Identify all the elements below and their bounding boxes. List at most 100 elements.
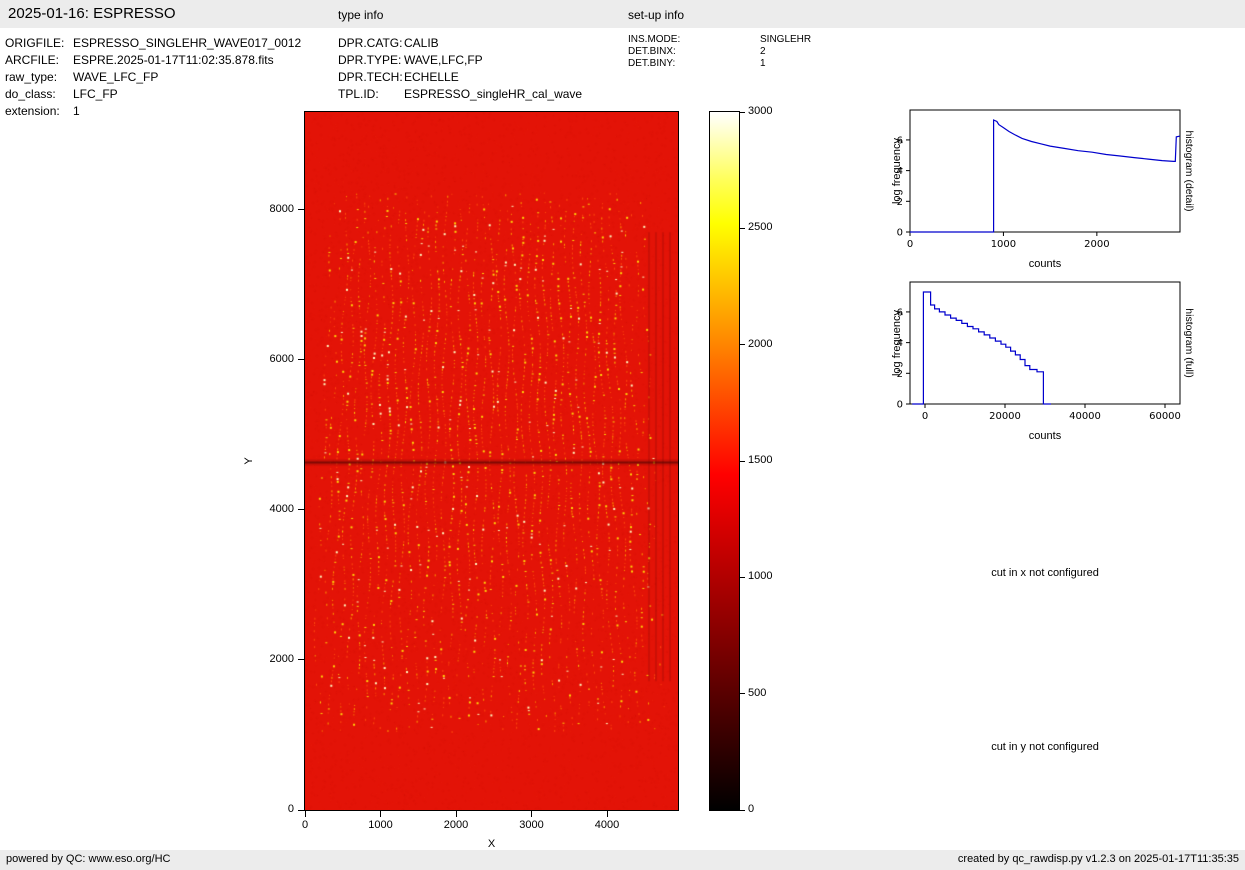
- raw-frame-image: [305, 112, 678, 810]
- histogram-line: [910, 119, 1181, 233]
- raw-frame-axes: [304, 111, 679, 811]
- hist-full-side-label: histogram (full): [1183, 308, 1195, 378]
- tick-mark: [740, 344, 745, 346]
- info-row: extension: 1: [5, 103, 301, 120]
- y-tick-label: 4000: [269, 502, 294, 515]
- tick-mark: [740, 111, 745, 113]
- info-value: WAVE_LFC_FP: [73, 70, 159, 84]
- file-info-block: ORIGFILE: ESPRESSO_SINGLEHR_WAVE017_0012 …: [5, 35, 301, 120]
- x-tick-label: 1000: [991, 239, 1016, 250]
- y-axis-label: Y: [243, 457, 255, 465]
- page-title: 2025-01-16: ESPRESSO: [8, 5, 176, 22]
- hist-detail-side-label: histogram (detail): [1183, 130, 1195, 212]
- info-label: DET.BINY:: [628, 58, 676, 69]
- y-tick-label: 6: [897, 307, 903, 318]
- x-tick-label: 0: [922, 411, 928, 422]
- x-tick-label: 1000: [368, 819, 393, 831]
- info-row: ARCFILE: ESPRE.2025-01-17T11:02:35.878.fi…: [5, 52, 301, 69]
- info-value: CALIB: [404, 36, 439, 50]
- info-label: ARCFILE:: [5, 53, 60, 67]
- setup-info-heading: set-up info: [628, 8, 685, 22]
- info-row: DPR.TECH:ECHELLE: [338, 69, 582, 86]
- y-tick-label: 2: [897, 197, 903, 208]
- x-tick-label: 60000: [1149, 411, 1181, 422]
- hist-full-ylabel: log frequency: [891, 309, 903, 377]
- info-row: DET.BINX: 2: [628, 46, 811, 58]
- tick-mark: [298, 359, 304, 361]
- hist-detail-ylabel: log frequency: [891, 137, 903, 205]
- y-tick-label: 4: [897, 338, 903, 349]
- info-row: DET.BINY: 1: [628, 58, 811, 70]
- hist-detail-xlabel: counts: [1028, 258, 1062, 270]
- info-label: DPR.CATG:: [338, 36, 403, 50]
- info-value: 2: [760, 46, 766, 57]
- tick-mark: [606, 811, 608, 817]
- info-row: INS.MODE: SINGLEHR: [628, 34, 811, 46]
- header-bar: 2025-01-16: ESPRESSO type info set-up in…: [0, 0, 1245, 28]
- info-label: INS.MODE:: [628, 34, 681, 45]
- info-label: DET.BINX:: [628, 46, 676, 57]
- info-label: TPL.ID:: [338, 87, 379, 101]
- info-value: ESPRESSO_singleHR_cal_wave: [404, 87, 583, 101]
- tick-mark: [740, 809, 745, 811]
- tick-mark: [380, 811, 381, 817]
- tick-mark: [740, 576, 745, 578]
- info-label: DPR.TECH:: [338, 70, 403, 84]
- info-row: ORIGFILE: ESPRESSO_SINGLEHR_WAVE017_0012: [5, 35, 301, 52]
- colorbar-tick-label: 500: [748, 686, 767, 699]
- tick-mark: [531, 811, 533, 817]
- y-tick-label: 6000: [269, 352, 294, 365]
- x-tick-label: 2000: [1084, 239, 1109, 250]
- axes-frame: [909, 281, 1181, 405]
- tick-mark: [740, 227, 745, 229]
- x-tick-label: 20000: [989, 411, 1021, 422]
- colorbar-tick-label: 1500: [748, 454, 773, 466]
- y-tick-label: 2000: [269, 652, 294, 665]
- y-tick-label: 8000: [269, 202, 294, 215]
- info-row: DPR.CATG: CALIB: [338, 35, 582, 52]
- y-tick-label: 4: [897, 166, 903, 177]
- x-tick-label: 2000: [443, 819, 469, 831]
- y-tick-label: 0: [897, 400, 903, 411]
- type-info-block: DPR.CATG: CALIB DPR.TYPE: WAVE,LFC,FP DPR.…: [338, 35, 582, 103]
- tick-mark: [740, 460, 745, 462]
- tick-mark: [298, 209, 304, 211]
- footer-bar: powered by QC: www.eso.org/HC created by…: [0, 850, 1245, 870]
- info-label: raw_type:: [5, 70, 58, 84]
- info-value: ESPRESSO_SINGLEHR_WAVE017_0012: [73, 36, 302, 50]
- tick-mark: [455, 811, 457, 817]
- setup-info-block: INS.MODE: SINGLEHR DET.BINX: 2 DET.BINY: 1: [628, 34, 811, 70]
- y-tick-label: 2: [897, 369, 903, 380]
- colorbar-tick-label: 2500: [748, 221, 773, 234]
- info-value: 1: [760, 58, 766, 69]
- info-value: 1: [73, 104, 80, 118]
- info-label: DPR.TYPE:: [338, 53, 402, 67]
- info-value: LFC_FP: [73, 87, 118, 101]
- tick-mark: [298, 509, 304, 511]
- info-label: do_class:: [5, 87, 56, 101]
- info-value: SINGLEHR: [760, 34, 812, 45]
- histogram-line: [912, 291, 1051, 405]
- footer-credit-left: powered by QC: www.eso.org/HC: [6, 853, 171, 865]
- info-value: ECHELLE: [404, 70, 459, 84]
- tick-mark: [298, 659, 304, 661]
- type-info-heading: type info: [338, 8, 384, 22]
- x-tick-label: 0: [907, 239, 913, 250]
- axes-frame: [909, 109, 1181, 233]
- x-tick-label: 4000: [594, 819, 620, 831]
- histogram-detail-plot: 0 1000 2000 0 2 4 6: [897, 109, 1181, 250]
- x-tick-label: 3000: [519, 819, 544, 831]
- footer-credit-right: created by qc_rawdisp.py v1.2.3 on 2025-…: [957, 853, 1239, 865]
- y-tick-label: 0: [287, 803, 294, 815]
- hist-full-xlabel: counts: [1028, 430, 1062, 442]
- histogram-full-plot: 0 20000 40000 60000 0 2 4 6: [897, 281, 1181, 422]
- cut-x-message: cut in x not configured: [991, 567, 1099, 579]
- info-label: ORIGFILE:: [5, 36, 65, 50]
- info-value: ESPRE.2025-01-17T11:02:35.878.fits: [73, 53, 274, 67]
- y-tick-label: 6: [897, 135, 903, 146]
- info-row: DPR.TYPE: WAVE,LFC,FP: [338, 52, 582, 69]
- info-row: do_class: LFC_FP: [5, 86, 301, 103]
- colorbar-tick-label: 3000: [748, 105, 773, 117]
- x-axis-label: X: [487, 838, 496, 850]
